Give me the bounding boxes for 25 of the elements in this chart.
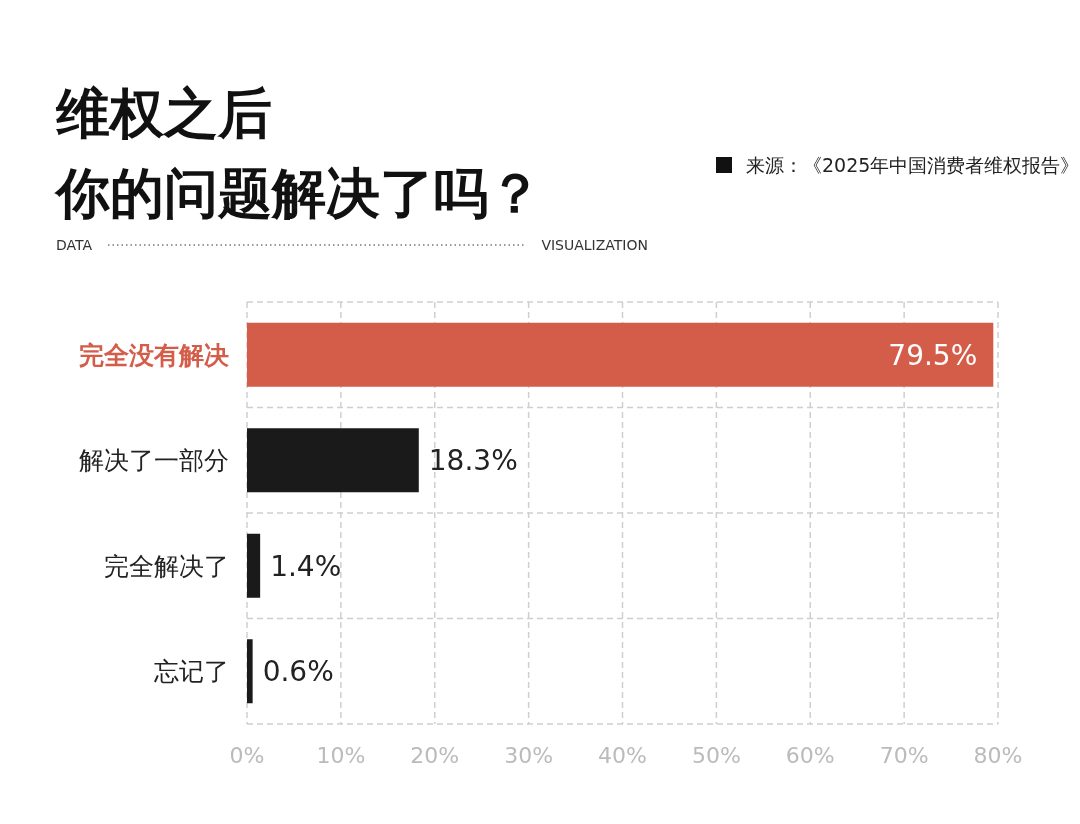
data-label: 18.3% [428, 444, 518, 478]
y-tick-label: 解决了一部分 [79, 446, 229, 476]
bar [247, 428, 419, 493]
text: VISUALIZATION [541, 237, 648, 253]
y-tick-label: 完全没有解决 [79, 340, 229, 370]
chart-title: 维权之后你的问题解决了吗？ [54, 82, 542, 225]
x-tick-label: 80% [973, 743, 1023, 768]
data-label: 1.4% [270, 549, 342, 583]
bar [247, 322, 994, 387]
x-tick-label: 0% [229, 743, 265, 768]
source-note: 来源：《2025年中国消费者维权报告》 [746, 154, 1080, 176]
x-tick-label: 10% [316, 743, 366, 768]
data-label: 79.5% [888, 338, 978, 372]
x-tick-label: 50% [691, 743, 741, 768]
bar [247, 639, 253, 704]
x-tick-label: 60% [785, 743, 835, 768]
y-tick-label: 完全解决了 [104, 551, 229, 581]
bar [247, 533, 261, 598]
text: DATA [56, 237, 93, 253]
x-tick-label: 70% [879, 743, 929, 768]
x-tick-label: 40% [598, 743, 647, 768]
x-tick-label: 20% [410, 743, 460, 768]
data-label: 0.6% [262, 655, 334, 689]
x-tick-label: 30% [504, 743, 554, 768]
y-tick-label: 忘记了 [154, 657, 229, 687]
